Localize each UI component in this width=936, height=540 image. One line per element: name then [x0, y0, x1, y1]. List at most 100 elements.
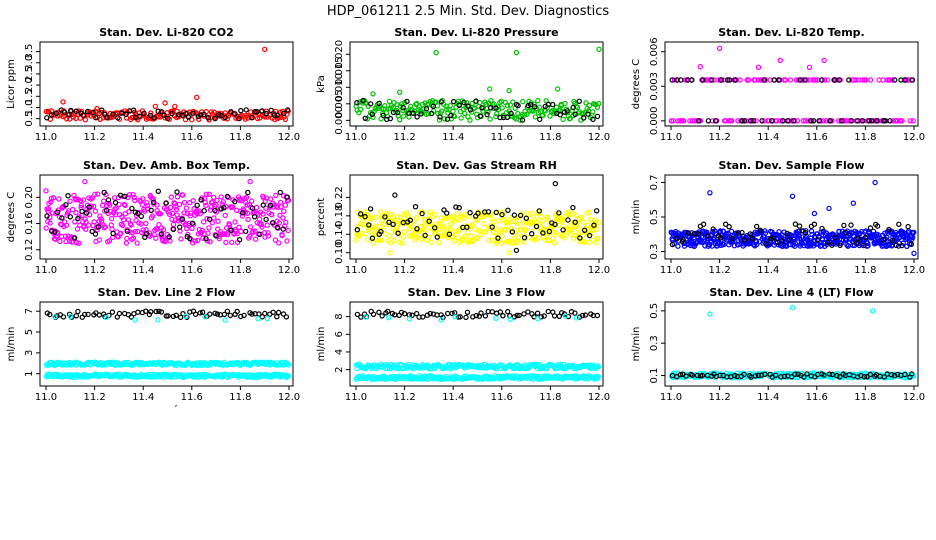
- data-point: [228, 239, 235, 245]
- data-point: [680, 236, 686, 243]
- data-point: [224, 308, 231, 314]
- data-point: [228, 108, 234, 115]
- data-point: [732, 77, 738, 83]
- chart-panel-2: Stan. Dev. Li-820 Pressure kPa 11.0 11.2 11.…: [316, 26, 610, 143]
- data-point: [669, 77, 675, 83]
- data-point: [126, 208, 132, 215]
- data-point: [521, 234, 528, 241]
- data-point: [796, 223, 803, 229]
- data-point: [160, 226, 167, 233]
- data-point: [428, 110, 435, 117]
- x-tick-label: 11.6: [181, 132, 203, 143]
- data-point: [245, 189, 251, 196]
- data-point: [561, 235, 568, 241]
- data-point: [130, 191, 136, 198]
- data-point: [277, 199, 284, 206]
- data-point: [85, 222, 92, 228]
- data-point: [190, 110, 196, 116]
- data-point: [116, 310, 123, 317]
- data-point: [552, 221, 558, 228]
- data-point: [222, 317, 228, 323]
- data-point: [732, 372, 738, 379]
- data-point: [122, 193, 128, 199]
- data-point: [204, 215, 210, 222]
- data-point: [244, 210, 251, 216]
- data-point: [360, 97, 366, 104]
- x-tick-label: 12.0: [903, 132, 925, 143]
- data-point: [278, 204, 284, 210]
- data-point: [789, 193, 796, 199]
- data-point: [379, 313, 385, 319]
- data-point: [399, 240, 405, 246]
- data-point: [469, 222, 475, 228]
- data-point: [93, 114, 99, 121]
- data-point: [404, 98, 410, 105]
- x-tick-label: 11.4: [132, 392, 154, 403]
- data-point: [386, 315, 392, 321]
- data-point: [221, 231, 228, 237]
- x-tick-label: 11.2: [83, 132, 105, 143]
- data-point: [865, 240, 871, 246]
- data-point: [485, 109, 491, 115]
- data-point: [156, 221, 162, 228]
- y-axis-label: ml/min: [631, 327, 642, 362]
- data-point: [285, 362, 292, 368]
- data-point: [401, 311, 408, 317]
- data-point: [444, 210, 450, 216]
- data-point: [370, 114, 376, 121]
- y-tick-label: 0.14: [334, 223, 345, 245]
- data-point: [368, 101, 374, 107]
- chart-panel-4: Stan. Dev. Amb. Box Temp. degrees C 11.0 11…: [6, 159, 300, 276]
- data-point: [516, 312, 522, 319]
- data-point: [386, 232, 392, 239]
- data-point: [464, 224, 470, 230]
- data-point: [173, 204, 179, 210]
- data-point: [379, 212, 385, 219]
- data-point: [172, 103, 178, 110]
- data-point: [199, 309, 206, 315]
- data-point: [752, 77, 758, 83]
- data-point: [493, 105, 499, 111]
- data-point: [473, 312, 479, 319]
- data-point: [448, 112, 454, 119]
- data-point: [174, 194, 181, 200]
- data-point: [279, 232, 285, 239]
- data-point: [202, 199, 208, 206]
- data-points: [668, 304, 917, 381]
- data-point: [80, 197, 87, 203]
- data-point: [902, 371, 908, 378]
- data-point: [911, 250, 917, 256]
- data-point: [249, 311, 255, 317]
- data-point: [270, 309, 276, 315]
- data-point: [390, 104, 396, 111]
- data-point: [238, 228, 244, 235]
- data-point: [212, 207, 218, 214]
- data-point: [803, 77, 810, 83]
- data-point: [48, 228, 55, 234]
- data-point: [909, 371, 915, 377]
- data-points: [668, 45, 916, 124]
- data-point: [700, 221, 707, 227]
- data-point: [136, 113, 142, 119]
- data-point: [766, 118, 772, 124]
- data-point: [209, 220, 215, 226]
- data-point: [834, 373, 840, 379]
- data-point: [214, 197, 220, 204]
- data-point: [67, 313, 74, 320]
- data-point: [860, 242, 867, 249]
- data-point: [699, 372, 706, 379]
- data-point: [387, 249, 393, 256]
- plot-frame: [349, 41, 604, 127]
- y-tick-label: 0.006: [649, 37, 660, 66]
- data-point: [757, 227, 764, 233]
- data-point: [105, 197, 112, 203]
- data-point: [677, 371, 684, 378]
- data-point: [205, 230, 211, 236]
- data-point: [179, 216, 186, 222]
- data-point: [61, 109, 68, 115]
- data-point: [499, 209, 506, 215]
- data-point: [423, 227, 429, 233]
- y-tick-label: 0.5: [649, 209, 660, 225]
- data-point: [103, 207, 110, 214]
- data-point: [268, 107, 274, 114]
